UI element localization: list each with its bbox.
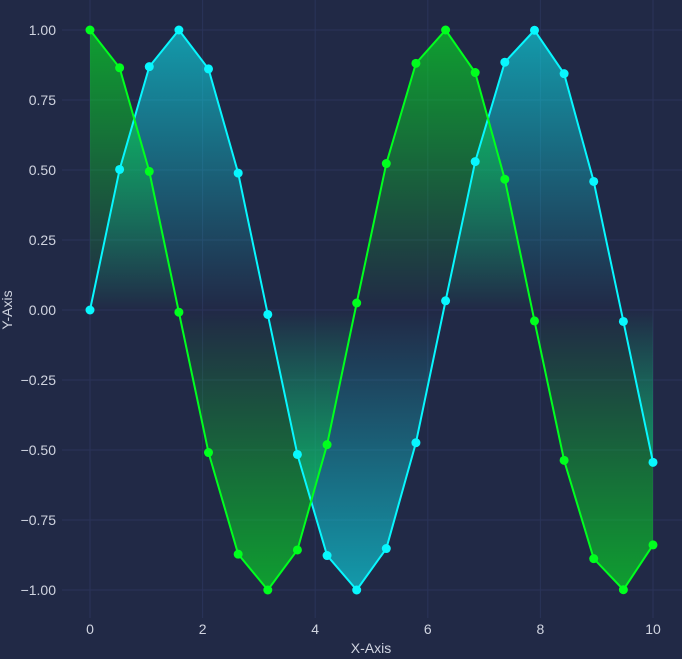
data-point-sin (322, 551, 332, 561)
data-point-cos (648, 540, 658, 550)
data-point-sin (263, 309, 273, 319)
x-tick-label: 4 (311, 621, 319, 637)
data-point-cos (470, 68, 480, 78)
data-point-sin (470, 157, 480, 167)
data-point-sin (174, 25, 184, 35)
y-tick-labels: 1.00 0.75 0.50 0.25 0.00 −0.25 −0.50 −0.75 −1.00 (21, 22, 57, 598)
area-fills (90, 30, 653, 590)
x-tick-label: 2 (199, 621, 207, 637)
x-tick-labels: 0 2 4 6 8 10 (86, 621, 661, 637)
x-tick-label: 0 (86, 621, 94, 637)
series-points (85, 25, 658, 595)
data-point-cos (500, 174, 510, 184)
data-point-cos (352, 298, 362, 308)
y-tick-label: −0.25 (21, 372, 57, 388)
data-point-cos (263, 585, 273, 595)
data-point-cos (411, 58, 421, 68)
data-point-sin (648, 457, 658, 467)
x-tick-label: 10 (645, 621, 661, 637)
y-tick-label: −0.50 (21, 442, 57, 458)
data-point-cos (529, 316, 539, 326)
data-point-cos (559, 455, 569, 465)
data-point-cos (85, 25, 95, 35)
data-point-sin (500, 57, 510, 67)
x-axis-label: X-Axis (351, 640, 391, 656)
data-point-sin (292, 449, 302, 459)
data-point-sin (411, 438, 421, 448)
area-fill-cos (90, 30, 653, 590)
data-point-sin (85, 305, 95, 315)
data-point-cos (115, 63, 125, 73)
data-point-cos (589, 554, 599, 564)
data-point-sin (233, 168, 243, 178)
y-axis-label: Y-Axis (0, 290, 15, 329)
data-point-cos (204, 448, 214, 458)
y-tick-label: −1.00 (21, 582, 57, 598)
data-point-cos (322, 440, 332, 450)
data-point-cos (618, 585, 628, 595)
series-line-sin (89, 28, 654, 592)
series-lines (89, 28, 654, 592)
data-point-sin (529, 25, 539, 35)
data-point-sin (115, 164, 125, 174)
data-point-sin (204, 64, 214, 74)
x-tick-label: 6 (424, 621, 432, 637)
data-point-sin (618, 316, 628, 326)
y-tick-label: 0.75 (29, 92, 56, 108)
data-point-sin (559, 69, 569, 79)
y-tick-label: 0.50 (29, 162, 56, 178)
data-point-sin (589, 176, 599, 186)
data-point-cos (441, 25, 451, 35)
data-point-sin (144, 62, 154, 72)
y-tick-label: 0.00 (29, 302, 56, 318)
data-point-cos (174, 307, 184, 317)
data-point-cos (381, 159, 391, 169)
data-point-cos (292, 545, 302, 555)
data-point-sin (352, 585, 362, 595)
data-point-cos (144, 166, 154, 176)
y-tick-label: 0.25 (29, 232, 56, 248)
x-tick-label: 8 (537, 621, 545, 637)
data-point-sin (381, 544, 391, 554)
series-line-cos (89, 28, 654, 592)
y-tick-label: 1.00 (29, 22, 56, 38)
data-point-cos (233, 549, 243, 559)
data-point-sin (441, 296, 451, 306)
y-tick-label: −0.75 (21, 512, 57, 528)
